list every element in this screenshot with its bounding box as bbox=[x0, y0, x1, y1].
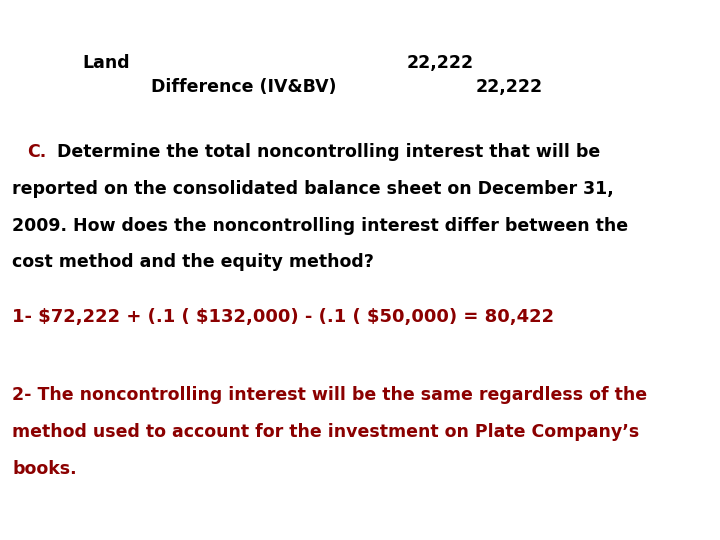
Text: method used to account for the investment on Plate Company’s: method used to account for the investmen… bbox=[12, 423, 639, 441]
Text: 1- $72,222 + (.1 ( $132,000) - (.1 ( $50,000) = 80,422: 1- $72,222 + (.1 ( $132,000) - (.1 ( $50… bbox=[12, 308, 554, 326]
Text: books.: books. bbox=[12, 460, 77, 477]
Text: Determine the total noncontrolling interest that will be: Determine the total noncontrolling inter… bbox=[51, 143, 600, 161]
Text: 22,222: 22,222 bbox=[475, 78, 542, 96]
Text: 2009. How does the noncontrolling interest differ between the: 2009. How does the noncontrolling intere… bbox=[12, 217, 629, 234]
Text: cost method and the equity method?: cost method and the equity method? bbox=[12, 253, 374, 271]
Text: 2- The noncontrolling interest will be the same regardless of the: 2- The noncontrolling interest will be t… bbox=[12, 386, 647, 404]
Text: Difference (IV&BV): Difference (IV&BV) bbox=[151, 78, 337, 96]
Text: reported on the consolidated balance sheet on December 31,: reported on the consolidated balance she… bbox=[12, 180, 614, 198]
Text: 22,222: 22,222 bbox=[407, 54, 474, 72]
Text: Land: Land bbox=[83, 54, 130, 72]
Text: C.: C. bbox=[27, 143, 47, 161]
